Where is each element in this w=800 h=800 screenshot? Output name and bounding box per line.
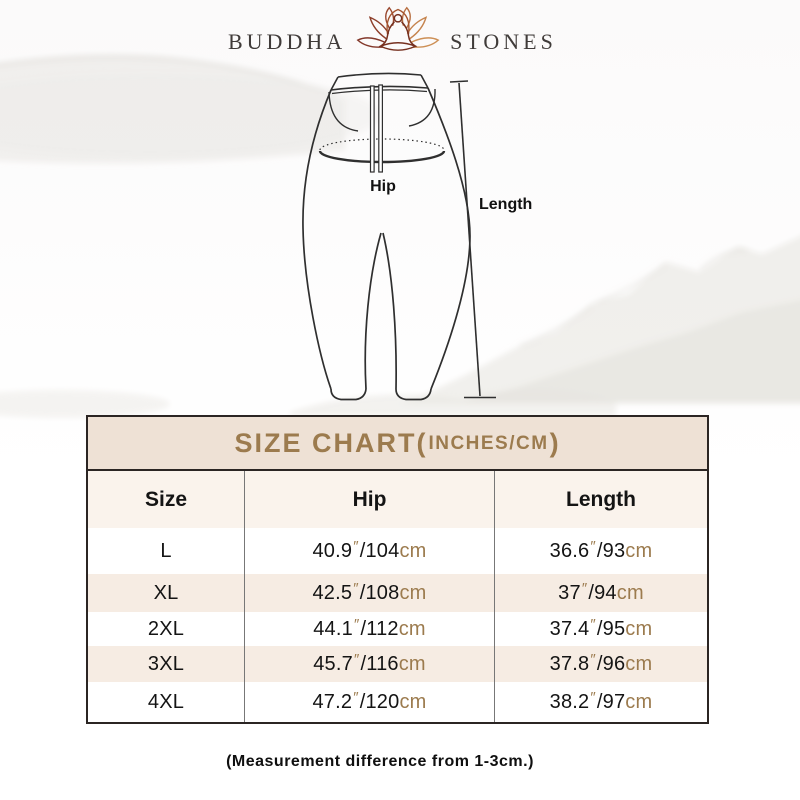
size-row: L 40.9 ″/104 cm 36.6 ″/93 cm [88, 528, 707, 574]
brand-word-right: STONES [450, 29, 557, 54]
brand-word-left: BUDDHA [228, 29, 347, 54]
hip-cell: 44.1 ″/112 cm [244, 612, 494, 646]
size-chart-title: SIZE CHART( [234, 427, 428, 458]
measurement-note: (Measurement difference from 1-3cm.) [226, 753, 534, 770]
brand-logo: BUDDHA STONES [228, 6, 557, 62]
column-header-length: Length [494, 471, 707, 528]
table-header-row: Size Hip Length [88, 471, 707, 528]
length-measure-line [449, 80, 496, 399]
size-cell: 2XL [147, 617, 185, 640]
pocket-left [328, 91, 359, 132]
size-chart-table: SIZE CHART( INCHES/CM ) Size Hip Length … [86, 415, 709, 724]
length-cell: 36.6 ″/93 cm [494, 528, 707, 574]
size-row: 3XL 45.7 ″/116 cm 37.8 ″/96 cm [88, 646, 707, 682]
length-cell: 37 ″/94 cm [494, 574, 707, 612]
hip-cell: 42.5 ″/108 cm [244, 574, 494, 612]
drawstrings [369, 84, 383, 173]
column-header-size: Size [144, 487, 188, 511]
size-cell: 3XL [147, 652, 185, 675]
length-cell: 37.4 ″/95 cm [494, 612, 707, 646]
hip-cell: 47.2 ″/120 cm [244, 682, 494, 722]
size-cell: 4XL [147, 690, 185, 713]
size-rows: L 40.9 ″/104 cm 36.6 ″/93 cm XL 42.5 ″/108 cm 37 ″/9… [88, 528, 707, 722]
pants-diagram: Hip Length [302, 72, 532, 401]
size-chart-title-close: ) [549, 427, 561, 458]
size-chart-title-band: SIZE CHART( INCHES/CM ) [88, 417, 707, 471]
pocket-right [408, 88, 436, 127]
size-row: 4XL 47.2 ″/120 cm 38.2 ″/97 cm [88, 682, 707, 722]
size-cell: L [160, 539, 172, 562]
lotus-meditation-icon [356, 6, 440, 51]
column-header-hip: Hip [244, 471, 494, 528]
size-cell: XL [153, 581, 179, 604]
size-row: 2XL 44.1 ″/112 cm 37.4 ″/95 cm [88, 612, 707, 646]
length-label: Length [479, 196, 532, 213]
size-row: XL 42.5 ″/108 cm 37 ″/94 cm [88, 574, 707, 612]
length-cell: 37.8 ″/96 cm [494, 646, 707, 682]
size-chart-units: INCHES/CM [428, 433, 549, 454]
length-cell: 38.2 ″/97 cm [494, 682, 707, 722]
hip-label: Hip [370, 178, 396, 195]
hip-cell: 40.9 ″/104 cm [244, 528, 494, 574]
hip-cell: 45.7 ″/116 cm [244, 646, 494, 682]
